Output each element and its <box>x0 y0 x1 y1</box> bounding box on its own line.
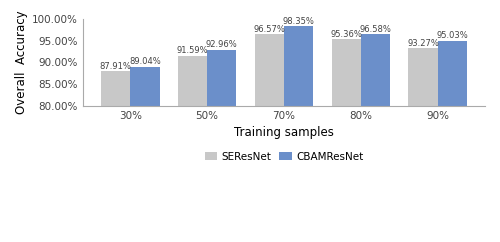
Bar <box>255 34 284 242</box>
Text: 95.36%: 95.36% <box>330 30 362 39</box>
Bar <box>207 50 236 242</box>
Text: 93.27%: 93.27% <box>407 39 439 48</box>
Legend: SEResNet, CBAMResNet: SEResNet, CBAMResNet <box>200 148 368 166</box>
Text: 96.57%: 96.57% <box>254 24 286 34</box>
Bar <box>360 34 390 242</box>
Text: 95.03%: 95.03% <box>436 31 468 40</box>
Text: 96.58%: 96.58% <box>360 24 392 33</box>
Bar <box>332 39 360 242</box>
Bar <box>130 67 160 242</box>
Y-axis label: Overall  Accuracy: Overall Accuracy <box>15 11 28 114</box>
Bar <box>178 55 207 242</box>
Text: 87.91%: 87.91% <box>100 62 132 71</box>
Bar <box>284 26 313 242</box>
Bar <box>438 41 466 242</box>
Bar <box>408 48 438 242</box>
Text: 92.96%: 92.96% <box>206 40 238 49</box>
Text: 98.35%: 98.35% <box>282 17 314 26</box>
Text: 89.04%: 89.04% <box>129 57 161 66</box>
X-axis label: Training samples: Training samples <box>234 126 334 139</box>
Bar <box>101 71 130 242</box>
Text: 91.59%: 91.59% <box>177 46 208 55</box>
